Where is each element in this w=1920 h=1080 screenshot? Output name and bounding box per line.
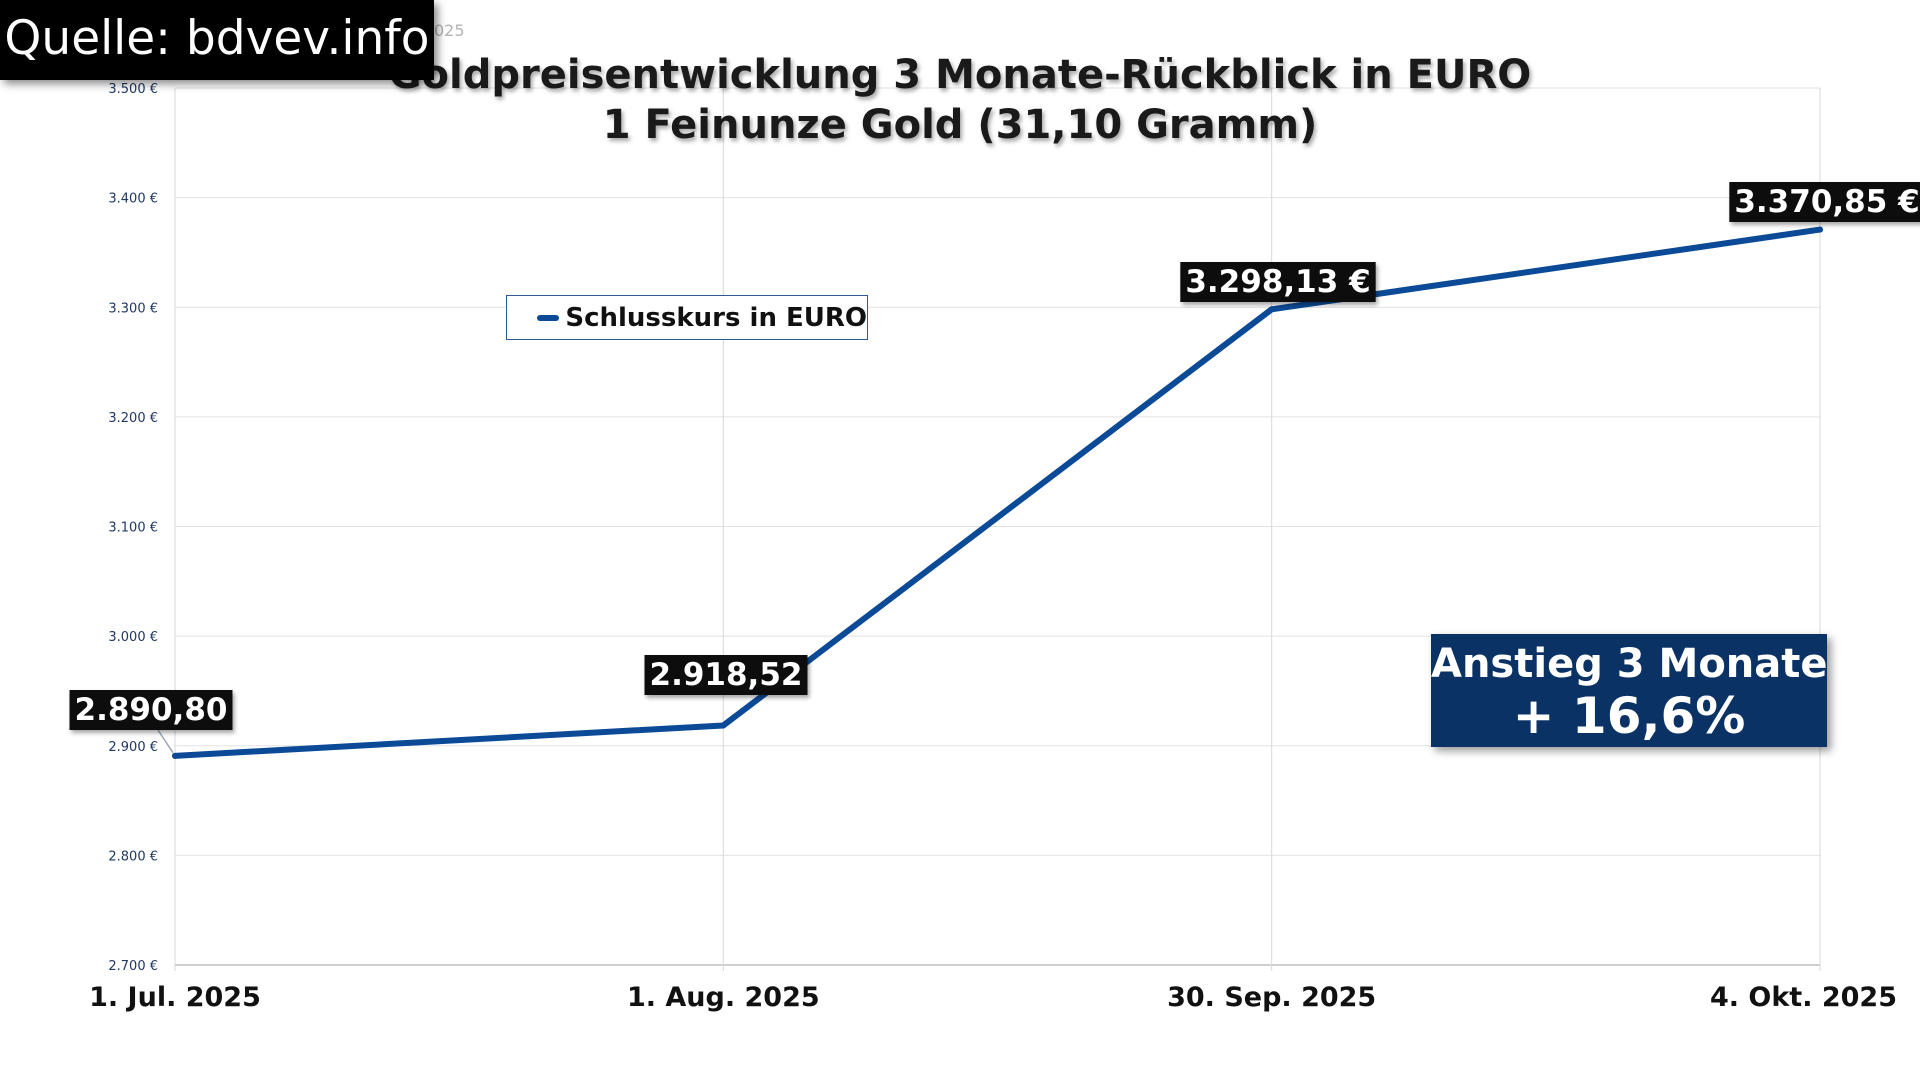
y-tick-label: 2.700 € xyxy=(108,959,158,974)
increase-callout: Anstieg 3 Monate + 16,6% xyxy=(1431,634,1828,747)
data-label-text: 3.298,13 € xyxy=(1185,264,1370,300)
y-tick-label: 3.500 € xyxy=(108,82,158,97)
data-point xyxy=(1268,306,1275,313)
x-tick-label: 1. Jul. 2025 xyxy=(89,982,261,1013)
data-label-text: 2.918,52 xyxy=(650,657,803,693)
y-tick-label: 3.000 € xyxy=(108,630,158,645)
data-label-background xyxy=(69,690,233,730)
legend-swatch xyxy=(537,314,560,321)
data-label: 3.370,85 € xyxy=(1729,182,1920,222)
data-label-background xyxy=(1729,182,1920,222)
data-label-text: 2.890,80 xyxy=(75,692,228,728)
increase-callout-value: + 16,6% xyxy=(1512,687,1746,745)
increase-callout-title: Anstieg 3 Monate xyxy=(1431,641,1828,687)
background-text-fragment: 025 xyxy=(434,21,465,40)
chart-title: Goldpreisentwicklung 3 Monate-Rückblick … xyxy=(388,52,1532,98)
y-tick-label: 3.300 € xyxy=(108,301,158,316)
x-tick-label: 4. Okt. 2025 xyxy=(1710,982,1897,1013)
chart-subtitle: 1 Feinunze Gold (31,10 Gramm) xyxy=(602,102,1318,148)
data-label: 2.890,80 xyxy=(69,690,233,730)
data-point xyxy=(172,752,178,759)
data-label: 2.918,52 xyxy=(644,655,808,695)
data-label-background xyxy=(644,655,808,695)
legend-label: Schlusskurs in EURO xyxy=(565,302,867,333)
data-label-background xyxy=(1180,262,1376,302)
y-tick-label: 2.800 € xyxy=(108,849,158,864)
data-label-text: 3.370,85 € xyxy=(1734,184,1919,220)
data-label-leader xyxy=(157,729,174,754)
data-point xyxy=(720,722,727,729)
data-label: 3.298,13 € xyxy=(1180,262,1376,302)
x-tick-label: 30. Sep. 2025 xyxy=(1167,982,1376,1013)
source-badge: Quelle: bdvev.info xyxy=(0,0,434,80)
data-point xyxy=(1817,226,1823,233)
series-line-schlusskurs xyxy=(172,226,1823,759)
y-tick-label: 3.100 € xyxy=(108,521,158,536)
y-tick-label: 2.900 € xyxy=(108,740,158,755)
chart-legend: Schlusskurs in EURO xyxy=(506,295,868,340)
y-tick-label: 3.400 € xyxy=(108,192,158,207)
x-tick-label: 1. Aug. 2025 xyxy=(627,982,820,1013)
y-tick-label: 3.200 € xyxy=(108,411,158,426)
